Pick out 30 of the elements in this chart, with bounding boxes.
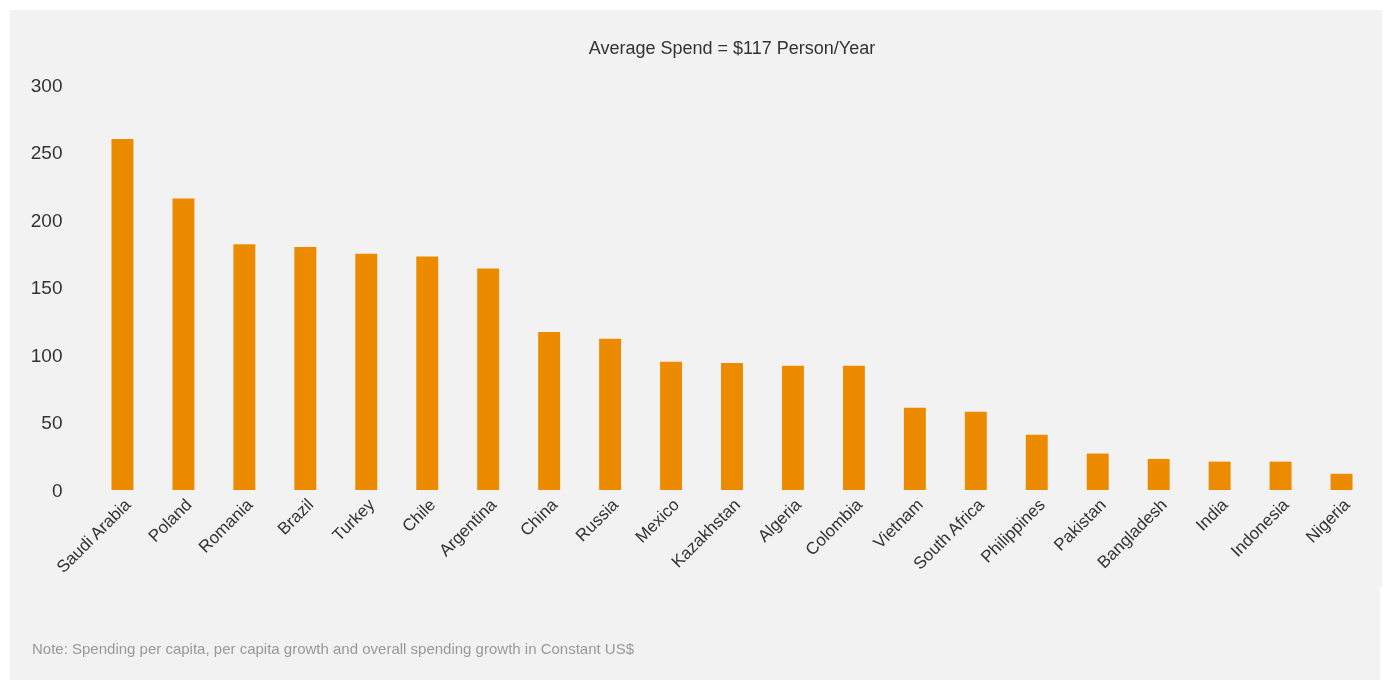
bar [416,256,439,490]
y-tick-label: 100 [30,344,63,366]
bar [660,361,683,490]
chart-title: Average Spend = $117 Person/Year [588,38,876,58]
bar [111,139,134,490]
bar [1086,453,1109,490]
bar [1025,434,1048,490]
bar [538,332,561,490]
y-tick-label: 300 [30,74,63,96]
y-tick-label: 200 [30,209,63,231]
bar [781,365,804,490]
bar [233,244,256,490]
bar [903,407,926,490]
y-tick-label: 250 [30,142,63,163]
y-tick-label: 150 [30,277,63,298]
bar [964,411,987,490]
bar [1208,461,1231,490]
y-tick-label: 50 [41,412,63,433]
bar [172,198,195,490]
bar [477,268,500,490]
bar [1330,473,1353,490]
text: Note: Spending per capita, per capita growth and overall spending growth in Constant US$ [32,640,635,657]
bar [1269,461,1292,490]
y-tick-label: 0 [51,479,63,501]
bar [294,247,317,490]
bar [355,253,378,490]
bar [1147,458,1170,490]
bar [599,338,622,490]
bar [721,363,743,490]
bar [842,365,865,490]
